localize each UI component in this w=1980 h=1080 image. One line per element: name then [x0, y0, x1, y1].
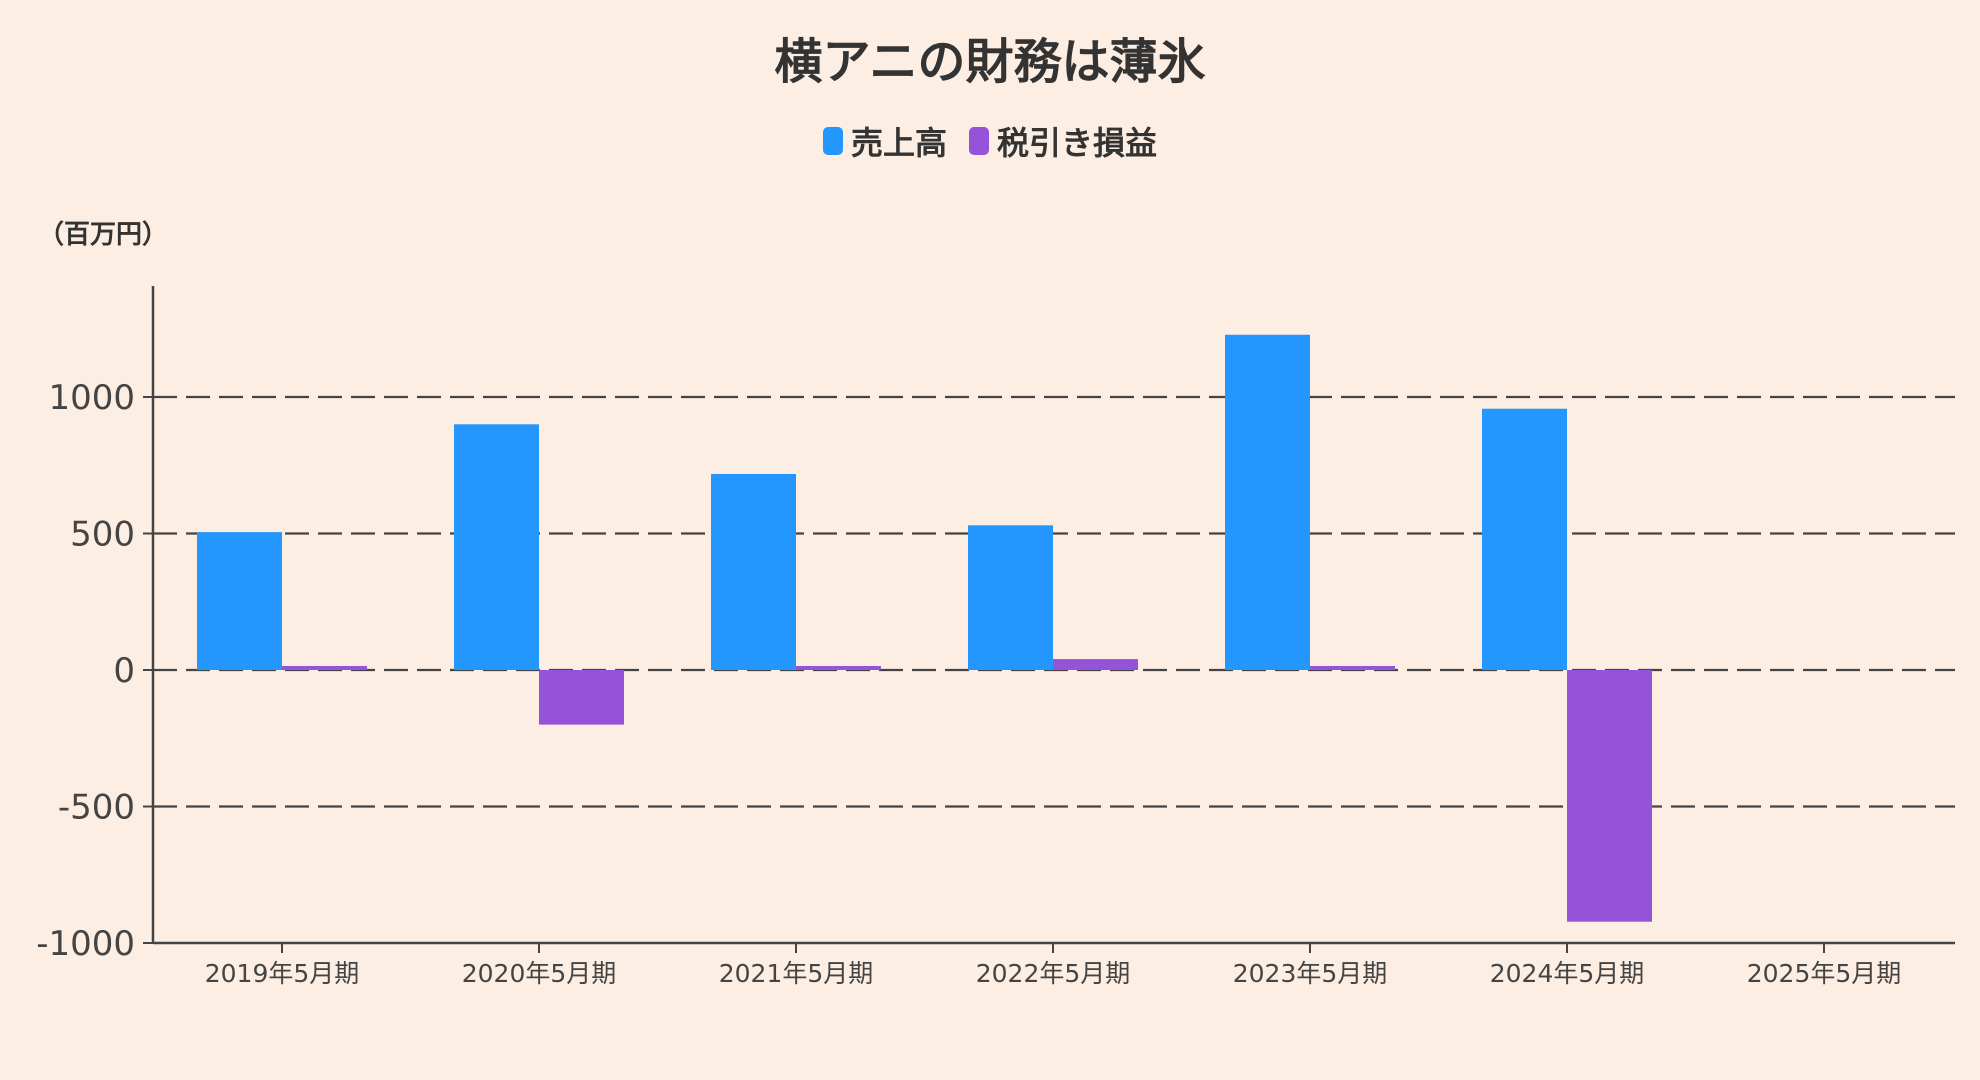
x-tick-label: 2022年5月期	[976, 959, 1131, 988]
y-axis-ticks: 1000 500 0 -500 -1000	[36, 378, 153, 964]
bar-sales-5	[1482, 408, 1567, 670]
bar-pretax-profit-3	[1053, 659, 1138, 670]
x-tick-label: 2024年5月期	[1490, 959, 1645, 988]
y-tick-label: 1000	[48, 378, 135, 418]
legend-swatch-pretax-profit	[969, 127, 989, 155]
bars	[197, 334, 1652, 922]
y-tick-label: -1000	[36, 924, 135, 964]
axes	[151, 286, 1955, 945]
bar-pretax-profit-0	[282, 666, 367, 670]
bar-sales-4	[1225, 334, 1310, 670]
y-tick-label: 500	[70, 515, 135, 555]
legend-swatch-sales	[822, 127, 843, 155]
x-tick-label: 2020年5月期	[462, 959, 617, 988]
x-tick-label: 2019年5月期	[205, 959, 360, 988]
y-tick-label: -500	[58, 788, 135, 828]
bar-sales-1	[454, 424, 539, 670]
bar-sales-3	[968, 525, 1053, 670]
bar-pretax-profit-1	[539, 670, 624, 725]
bar-pretax-profit-5	[1567, 670, 1652, 922]
x-axis-ticks: 2019年5月期 2020年5月期 2021年5月期 2022年5月期 2023年5月期…	[205, 943, 1902, 988]
chart-title: 横アニの財務は薄氷	[774, 34, 1206, 90]
legend-label-sales: 売上高	[850, 124, 947, 162]
x-tick-label: 2021年5月期	[719, 959, 874, 988]
bar-sales-0	[197, 532, 282, 670]
legend-label-pretax-profit: 税引き損益	[997, 124, 1158, 162]
x-tick-label: 2023年5月期	[1233, 959, 1388, 988]
y-axis-unit-label: （百万円）	[38, 220, 169, 250]
legend: 売上高 税引き損益	[0, 118, 1980, 164]
bar-pretax-profit-4	[1310, 666, 1395, 670]
y-tick-label: 0	[113, 651, 135, 691]
bar-pretax-profit-2	[796, 666, 881, 670]
bar-sales-2	[711, 473, 796, 670]
gridlines	[153, 395, 1955, 808]
legend-item-pretax-profit[interactable]: 税引き損益	[969, 118, 1157, 164]
legend-item-sales[interactable]: 売上高	[822, 118, 947, 164]
x-tick-label: 2025年5月期	[1747, 959, 1902, 988]
